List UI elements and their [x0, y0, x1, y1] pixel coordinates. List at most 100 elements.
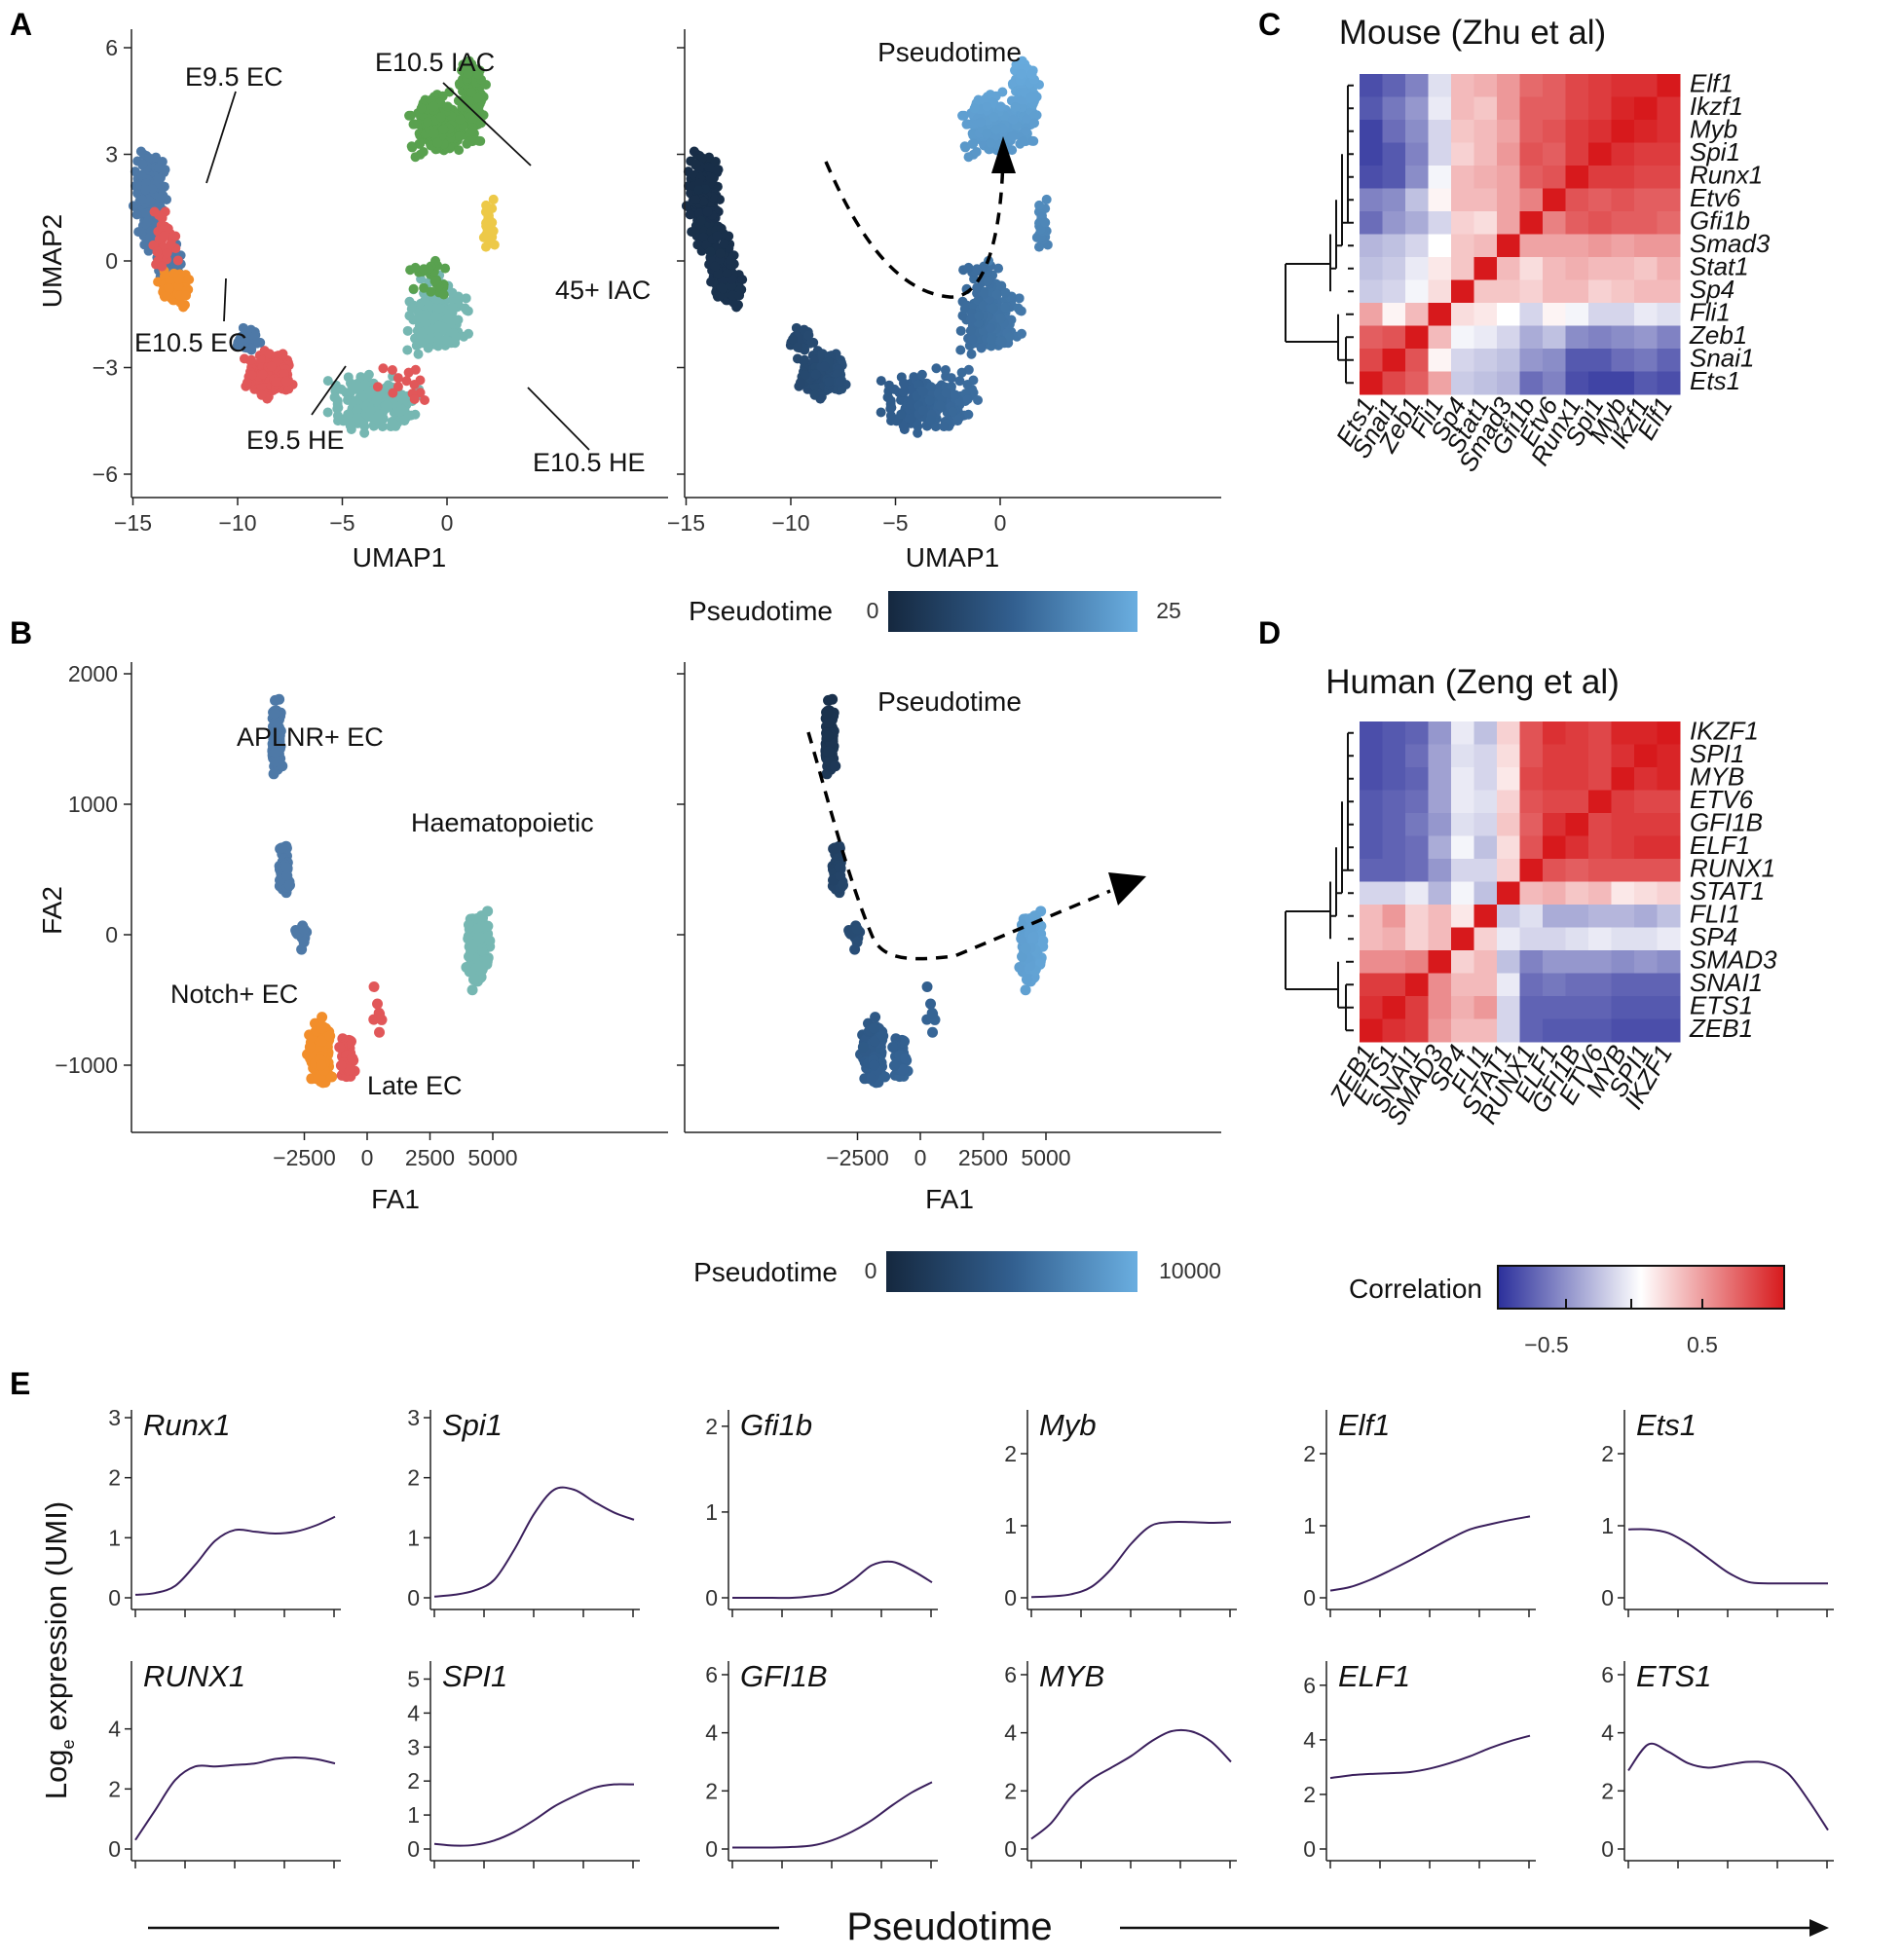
heatmap-cell: [1588, 325, 1612, 350]
heatmap-cell: [1657, 234, 1681, 258]
heatmap-cell: [1405, 325, 1429, 350]
umap-point: [322, 407, 333, 418]
heatmap-cell: [1428, 303, 1452, 326]
heatmap-cell: [1428, 257, 1452, 280]
leader-e95-he: [311, 365, 347, 416]
heatmap-cell: [1611, 349, 1635, 372]
heatmap-cell: [1497, 349, 1520, 372]
heatmap-cell: [1360, 211, 1383, 235]
tick-label: −2500: [273, 1145, 336, 1170]
heatmap-cell: [1382, 325, 1406, 350]
umap-point: [406, 304, 417, 314]
fa-pt-point: [1027, 932, 1039, 943]
fa-point: [269, 708, 280, 720]
umap-point: [440, 263, 451, 274]
umap-pt-point: [968, 388, 979, 398]
tick-label: 2500: [958, 1145, 1008, 1170]
umap-pt-point: [1004, 332, 1015, 343]
umap-point: [455, 114, 466, 125]
heatmap-cell: [1360, 303, 1383, 326]
tick-label: −2500: [826, 1145, 889, 1170]
tick-label: 2000: [68, 661, 118, 686]
umap-pt-point: [935, 400, 946, 411]
mouse-heatmap: Mouse (Zhu et al) Elf1Ikzf1MybSpi1Runx1E…: [1285, 14, 1771, 476]
umap-point: [414, 334, 425, 345]
heatmap-cell: [1543, 303, 1566, 326]
umap-pt-point: [737, 275, 748, 285]
heatmap-cell: [1360, 96, 1383, 121]
umap-pt-point: [941, 388, 951, 398]
heatmap-cell: [1497, 371, 1520, 395]
fa-pt-point: [888, 1059, 900, 1071]
heatmap-cell: [1360, 120, 1383, 143]
heatmap-cell: [1382, 166, 1406, 189]
heatmap-cell: [1473, 142, 1498, 166]
umap-trajectory-arrow: [824, 145, 1005, 299]
umap-point: [131, 209, 142, 220]
tick-label: −1000: [55, 1053, 118, 1078]
heatmap-cell: [1428, 142, 1452, 166]
fa-colorbar-ramp: [886, 1251, 1137, 1292]
heatmap-cell: [1657, 349, 1681, 372]
fa-pt-point: [829, 842, 840, 854]
heatmap-cell: [1588, 303, 1612, 326]
heatmap-cell: [1543, 166, 1566, 189]
heatmap-cell: [1657, 211, 1681, 235]
umap-point: [137, 194, 148, 204]
heatmap-cell: [1588, 211, 1612, 235]
umap-pt-point: [1040, 217, 1051, 228]
heatmap-cell: [1428, 371, 1452, 395]
umap-pt-point: [876, 376, 886, 387]
label-e95-ec: E9.5 EC: [185, 62, 283, 92]
umap-pt-point: [717, 283, 727, 294]
mouse-heatmap-cells: Elf1Ikzf1MybSpi1Runx1Etv6Gfi1bSmad3Stat1…: [1330, 68, 1771, 476]
umap-pt-point: [950, 389, 960, 400]
umap-point: [271, 376, 281, 387]
fa-pt-point: [927, 1026, 939, 1038]
tick-label: 0: [361, 1145, 374, 1170]
umap-point: [431, 322, 442, 333]
umap-pseudotime-plot: −15 −10 −5 0 UMAP1 Pseudotime: [667, 29, 1221, 573]
umap-point: [442, 314, 453, 324]
fa-pt-point: [900, 1053, 912, 1064]
heatmap-cell: [1611, 279, 1635, 304]
heatmap-cell: [1405, 188, 1429, 212]
label-45-iac: 45+ IAC: [555, 276, 651, 305]
fa-pseudotime-plot: −2500 0 2500 5000 FA1 Pseudotime: [677, 662, 1221, 1214]
panel-letter-b: B: [10, 615, 32, 650]
fa-arrowhead: [1108, 872, 1146, 906]
fa-colorbar-min: 0: [865, 1258, 877, 1283]
umap-point: [468, 114, 479, 125]
umap-colorbar-title: Pseudotime: [689, 596, 833, 626]
umap-arrowhead: [991, 136, 1016, 173]
heatmap-cell: [1451, 349, 1474, 372]
fa-pt-point: [823, 717, 835, 728]
heatmap-cell: [1473, 120, 1498, 143]
tick-label: 2500: [405, 1145, 455, 1170]
umap-pt-point: [800, 370, 810, 381]
umap-pt-point: [963, 262, 974, 273]
heatmap-cell: [1473, 166, 1498, 189]
fa-point: [374, 1026, 386, 1038]
umap-point: [246, 354, 257, 365]
umap-point: [410, 262, 421, 273]
umap-pt-point: [988, 303, 998, 314]
umap-point: [473, 69, 484, 80]
umap-pt-point: [693, 185, 704, 196]
umap-point: [346, 387, 356, 397]
heatmap-cell: [1382, 74, 1406, 97]
heatmap-cell: [1451, 211, 1474, 235]
heatmap-cell: [1519, 325, 1544, 350]
heatmap-cell: [1405, 349, 1429, 372]
umap-point: [423, 117, 433, 128]
umap-point: [434, 303, 445, 314]
fa-point: [466, 943, 478, 954]
umap-pt-point: [1008, 114, 1019, 125]
umap-colorbar-max: 25: [1156, 598, 1181, 623]
heatmap-cell: [1588, 188, 1612, 212]
umap-pt-point: [712, 231, 723, 241]
heatmap-cell: [1611, 142, 1635, 166]
umap-pt-point: [925, 414, 936, 425]
heatmap-cell: [1473, 371, 1498, 395]
